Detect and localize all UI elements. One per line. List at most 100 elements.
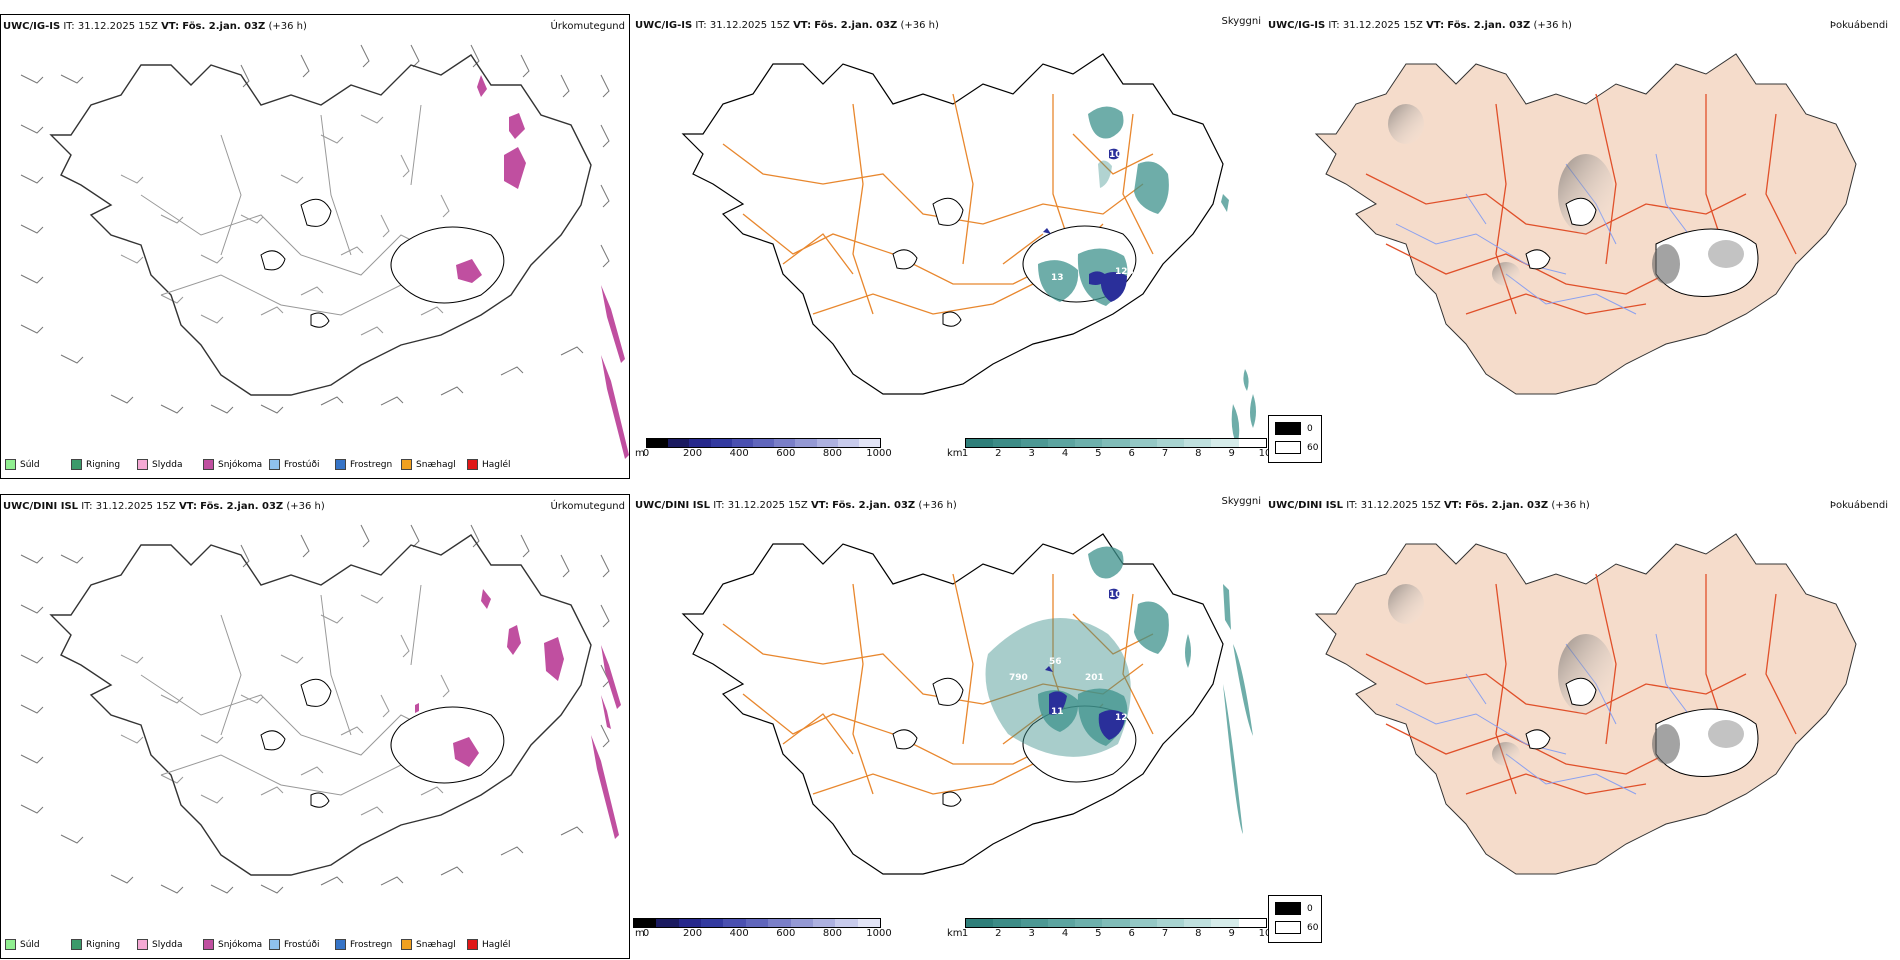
- colorbar-segment: [1102, 919, 1130, 927]
- ceiling-unit: m: [635, 448, 645, 459]
- legend-label: Frostúði: [284, 939, 320, 950]
- ceiling-areas: [1045, 588, 1125, 740]
- legend-item: Snæhagl: [401, 459, 467, 470]
- colorbar-segment: [647, 439, 669, 447]
- precip-type-panel-row1: UWC/IG-IS IT: 31.12.2025 15Z VT: Fös. 2.…: [0, 14, 630, 479]
- fog-legend-item: 0: [1275, 422, 1321, 435]
- fog-legend-label: 0: [1307, 903, 1313, 914]
- ceiling-ticks: 0 200 400 600 800 1000: [642, 448, 892, 460]
- legend-label: Súld: [20, 939, 40, 950]
- colorbar-tick: 8: [1195, 928, 1202, 939]
- legend-swatch: [5, 939, 16, 950]
- colorbar-tick: 800: [822, 448, 842, 459]
- colorbar-segment: [1184, 439, 1212, 447]
- legend-label: Haglél: [482, 459, 511, 470]
- legend-label: Snjókoma: [218, 939, 263, 950]
- svg-text:107: 107: [1109, 150, 1128, 160]
- ceiling-areas: [1043, 148, 1127, 302]
- ceiling-labels: 106 790 56 11 201 127: [1009, 590, 1134, 723]
- panel-header: UWC/IG-IS IT: 31.12.2025 15Z VT: Fös. 2.…: [1268, 20, 1572, 31]
- visibility-unit: km: [947, 448, 963, 459]
- colorbar-segment: [1020, 919, 1048, 927]
- colorbar-segment: [723, 919, 746, 927]
- legend-item: Frostúði: [269, 939, 335, 950]
- colorbar-segment: [857, 919, 880, 927]
- colorbar-tick: 1000: [866, 448, 892, 459]
- colorbar-tick: 9: [1228, 448, 1235, 459]
- legend-label: Frostregn: [350, 459, 393, 470]
- legend-item: Snjókoma: [203, 459, 269, 470]
- colorbar-segment: [816, 439, 838, 447]
- colorbar-segment: [1184, 919, 1212, 927]
- legend-label: Rigning: [86, 939, 121, 950]
- colorbar-segment: [858, 439, 881, 447]
- colorbar-segment: [1211, 919, 1239, 927]
- fog-legend-label: 60: [1307, 442, 1319, 453]
- colorbar-tick: 5: [1095, 448, 1102, 459]
- legend-item: Frostúði: [269, 459, 335, 470]
- colorbar-segment: [701, 919, 724, 927]
- colorbar-segment: [768, 919, 791, 927]
- colorbar-tick: 4: [1061, 448, 1069, 459]
- panel-title: Skyggni: [1221, 496, 1261, 507]
- colorbar-tick: 10: [1258, 448, 1272, 459]
- legend-item: Haglél: [467, 939, 533, 950]
- colorbar-segment: [1156, 439, 1185, 447]
- precip-legend: Súld Rigning Slydda Snjókoma Frostúði Frostre…: [5, 939, 533, 950]
- legend-label: Snæhagl: [416, 939, 456, 950]
- fog-index-panel-row2: UWC/DINI ISL IT: 31.12.2025 15Z VT: Fös.…: [1266, 494, 1896, 959]
- colorbar-tick: 1000: [866, 928, 892, 939]
- fog-legend-label: 60: [1307, 922, 1319, 933]
- svg-text:127: 127: [1115, 713, 1134, 723]
- colorbar-segment: [790, 919, 813, 927]
- legend-swatch: [137, 939, 148, 950]
- colorbar-tick: 0: [642, 448, 650, 459]
- colorbar-tick: 4: [1061, 928, 1069, 939]
- ceiling-colorbar: [646, 438, 881, 448]
- visibility-colorbar: [965, 918, 1267, 928]
- colorbar-tick: 2: [995, 928, 1002, 939]
- colorbar-segment: [1047, 439, 1076, 447]
- colorbar-segment: [689, 439, 711, 447]
- legend-swatch: [467, 939, 478, 950]
- fog-legend: 0 60: [1268, 415, 1322, 463]
- panel-header: UWC/DINI ISL IT: 31.12.2025 15Z VT: Fös.…: [635, 500, 957, 511]
- ceiling-visibility-map: 106 790 56 11 201 127: [633, 494, 1253, 959]
- svg-text:790: 790: [1009, 673, 1028, 683]
- colorbar-segment: [837, 439, 859, 447]
- colorbar-tick: 600: [776, 448, 796, 459]
- legend-swatch: [401, 459, 412, 470]
- precip-type-panel-row2: UWC/DINI ISL IT: 31.12.2025 15Z VT: Fös.…: [0, 494, 630, 959]
- colorbar-segment: [678, 919, 702, 927]
- ceiling-visibility-panel-row2: 106 790 56 11 201 127 Skyggni m km 0 200 4…: [633, 494, 1271, 959]
- legend-item: Haglél: [467, 459, 533, 470]
- fog-legend-item: 60: [1275, 921, 1321, 934]
- legend-swatch: [71, 939, 82, 950]
- colorbar-segment: [731, 439, 753, 447]
- svg-text:123: 123: [1115, 267, 1134, 277]
- fog-legend-swatch: [1275, 902, 1301, 915]
- svg-text:11: 11: [1171, 205, 1184, 215]
- panel-header: UWC/IG-IS IT: 31.12.2025 15Z VT: Fös. 2.…: [3, 21, 307, 32]
- legend-label: Rigning: [86, 459, 121, 470]
- colorbar-segment: [774, 439, 796, 447]
- fog-legend-swatch: [1275, 422, 1301, 435]
- legend-label: Frostúði: [284, 459, 320, 470]
- colorbar-tick: 1: [961, 928, 969, 939]
- colorbar-tick: 8: [1195, 448, 1202, 459]
- precip-legend: Súld Rigning Slydda Snjókoma Frostúði Frostre…: [5, 459, 533, 470]
- legend-swatch: [269, 459, 280, 470]
- panel-title: Úrkomutegund: [550, 501, 625, 512]
- colorbar-tick: 10: [1258, 928, 1272, 939]
- visibility-unit: km: [947, 928, 963, 939]
- colorbar-segment: [1129, 919, 1157, 927]
- fog-index-map: [1266, 494, 1896, 959]
- legend-swatch: [335, 939, 346, 950]
- legend-swatch: [203, 939, 214, 950]
- svg-text:13: 13: [1051, 273, 1064, 283]
- legend-label: Snjókoma: [218, 459, 263, 470]
- visibility-colorbar: [965, 438, 1267, 448]
- legend-item: Rigning: [71, 459, 137, 470]
- colorbar-tick: 400: [729, 928, 749, 939]
- legend-item: Frostregn: [335, 459, 401, 470]
